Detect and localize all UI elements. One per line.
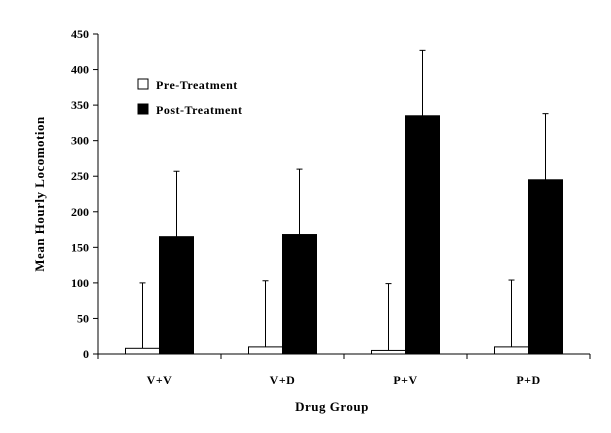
- x-tick-label: P+D: [516, 373, 540, 387]
- bar-pre-treatment: [248, 346, 283, 355]
- x-axis-title: Drug Group: [295, 399, 369, 414]
- x-axis-labels: V+V V+D P+V P+D: [147, 373, 541, 387]
- bar-pre-treatment: [494, 346, 529, 355]
- bar-post-treatment: [405, 115, 440, 355]
- legend: Pre-Treatment Post-Treatment: [137, 78, 243, 117]
- bar-post-treatment: [528, 179, 563, 355]
- y-tick-label: 250: [71, 169, 89, 183]
- bar-post-treatment: [159, 236, 194, 355]
- x-tick-label: V+V: [147, 373, 173, 387]
- y-tick-label: 50: [77, 311, 89, 325]
- bar-post-treatment: [282, 234, 317, 355]
- y-tick-label: 300: [71, 134, 89, 148]
- y-tick-label: 450: [71, 27, 89, 41]
- legend-swatch-post-treatment: [137, 103, 149, 115]
- legend-swatch-pre-treatment: [137, 78, 149, 90]
- bar-pre-treatment: [371, 349, 406, 355]
- bars: [125, 49, 563, 355]
- y-tick-label: 100: [71, 276, 89, 290]
- legend-label-pre-treatment: Pre-Treatment: [156, 78, 238, 92]
- y-tick-label: 150: [71, 240, 89, 254]
- x-tick-label: V+D: [270, 373, 296, 387]
- y-tick-label: 0: [83, 347, 89, 361]
- y-tick-label: 200: [71, 205, 89, 219]
- x-tick-label: P+V: [393, 373, 417, 387]
- y-tick-label: 350: [71, 98, 89, 112]
- legend-label-post-treatment: Post-Treatment: [156, 103, 243, 117]
- y-axis-ticks: 0 50 100 150 200 250 300 350 400 450: [71, 27, 98, 361]
- y-tick-label: 400: [71, 63, 89, 77]
- y-axis-title: Mean Hourly Locomotion: [32, 116, 47, 272]
- bar-pre-treatment: [125, 347, 160, 355]
